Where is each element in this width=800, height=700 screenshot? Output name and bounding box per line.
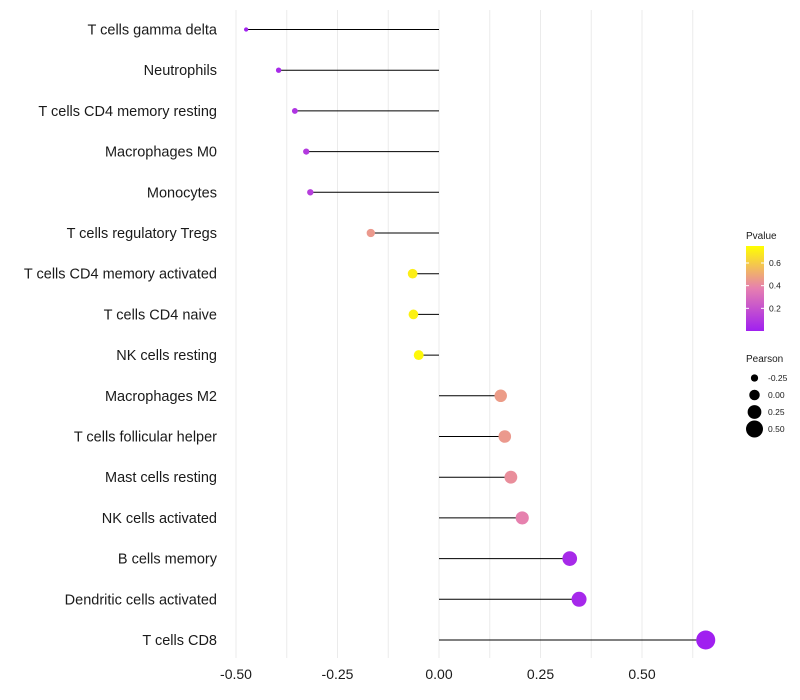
data-point bbox=[275, 67, 282, 73]
category-label: T cells CD8 bbox=[142, 633, 217, 649]
x-tick-label: 0.25 bbox=[527, 666, 554, 682]
x-tick-label: 0.00 bbox=[425, 666, 452, 682]
category-label: T cells CD4 memory activated bbox=[24, 267, 217, 283]
category-label: NK cells resting bbox=[116, 348, 217, 364]
data-point bbox=[413, 350, 424, 361]
data-point bbox=[562, 551, 578, 566]
category-label: Neutrophils bbox=[144, 63, 217, 79]
color-bar-label: 0.6 bbox=[769, 258, 781, 268]
size-legend-dot bbox=[750, 374, 759, 382]
category-label: T cells regulatory Tregs bbox=[67, 226, 217, 242]
data-point bbox=[696, 630, 716, 650]
size-legend-label: 0.25 bbox=[768, 407, 785, 417]
data-point bbox=[407, 268, 418, 279]
category-label: T cells CD4 naive bbox=[104, 307, 217, 323]
legend-title-pearson: Pearson bbox=[746, 354, 783, 365]
data-point bbox=[307, 189, 314, 196]
category-label: T cells CD4 memory resting bbox=[38, 104, 217, 120]
x-tick-label: -0.50 bbox=[220, 666, 252, 682]
size-legend-label: 0.50 bbox=[768, 424, 785, 434]
category-label: Monocytes bbox=[147, 185, 217, 201]
category-label: T cells gamma delta bbox=[88, 23, 218, 39]
x-tick-label: -0.25 bbox=[322, 666, 354, 682]
category-label: Mast cells resting bbox=[105, 470, 217, 486]
category-label: T cells follicular helper bbox=[74, 430, 217, 446]
color-bar-label: 0.4 bbox=[769, 281, 781, 291]
category-label: Macrophages M0 bbox=[105, 145, 217, 161]
size-legend-dot bbox=[749, 389, 760, 401]
category-label: Macrophages M2 bbox=[105, 389, 217, 405]
data-point bbox=[504, 470, 518, 484]
legend-title-pvalue: Pvalue bbox=[746, 231, 777, 242]
category-label: Dendritic cells activated bbox=[65, 592, 217, 608]
data-point bbox=[498, 430, 512, 443]
category-label: B cells memory bbox=[118, 552, 218, 568]
data-point bbox=[515, 511, 529, 525]
size-legend-dot bbox=[746, 420, 763, 438]
size-legend-dot bbox=[747, 405, 762, 419]
data-point bbox=[408, 309, 419, 320]
category-label: NK cells activated bbox=[102, 511, 217, 527]
data-point bbox=[571, 591, 587, 607]
size-legend-label: -0.25 bbox=[768, 373, 788, 383]
x-tick-label: 0.50 bbox=[628, 666, 655, 682]
size-legend-label: 0.00 bbox=[768, 390, 785, 400]
color-bar bbox=[746, 246, 764, 331]
data-point bbox=[303, 148, 310, 155]
data-point bbox=[494, 389, 507, 403]
color-bar-label: 0.2 bbox=[769, 303, 781, 313]
data-point bbox=[243, 27, 249, 32]
data-point bbox=[366, 228, 375, 238]
data-point bbox=[291, 107, 298, 114]
